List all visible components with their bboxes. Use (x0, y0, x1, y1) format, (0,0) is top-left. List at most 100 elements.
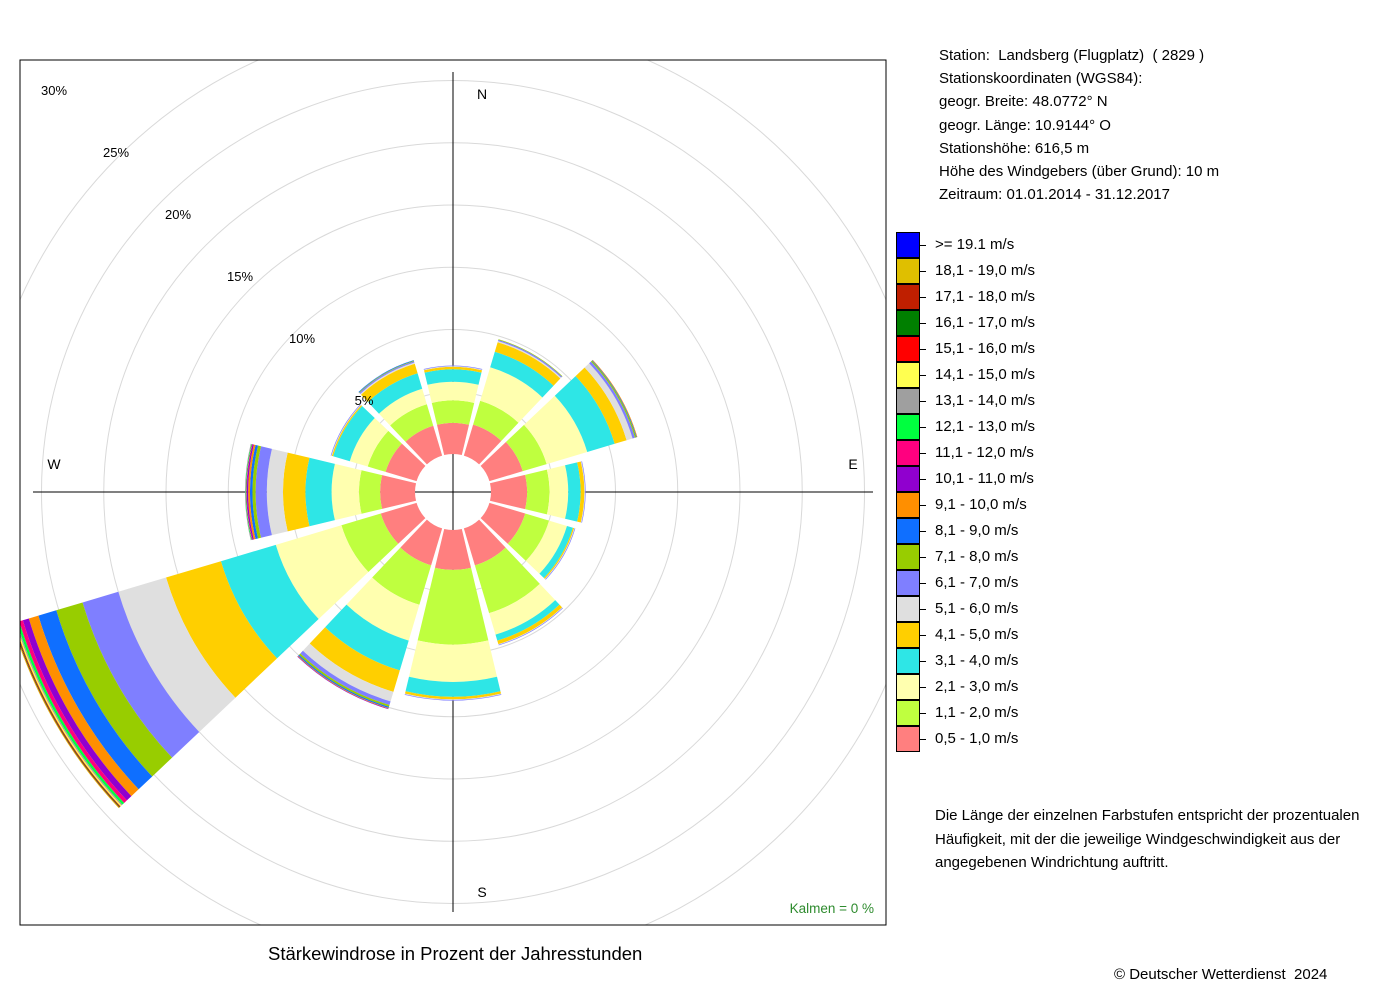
plot-frame (19, 59, 887, 926)
legend-label: 2,1 - 3,0 m/s (935, 678, 1019, 695)
legend-swatch (896, 414, 920, 440)
legend-label: 0,5 - 1,0 m/s (935, 730, 1019, 747)
legend-swatch (896, 362, 920, 388)
wind-segment-ene (505, 424, 547, 472)
wind-segment-wsw (220, 544, 319, 659)
calm-label: Kalmen = 0 % (790, 901, 874, 916)
wind-segment-ssw (302, 643, 394, 702)
legend-swatch (896, 492, 920, 518)
legend-label: 12,1 - 13,0 m/s (935, 418, 1036, 435)
wind-segment-w (358, 470, 383, 514)
wind-segment-ssw (372, 547, 432, 605)
wind-segment-w (246, 444, 254, 540)
legend-swatch (896, 622, 920, 648)
legend-label: 15,1 - 16,0 m/s (935, 340, 1036, 357)
legend-tick (920, 375, 926, 376)
radial-tick-label: 30% (41, 83, 67, 98)
wind-segment-ene (589, 361, 635, 439)
legend-tick (920, 505, 926, 506)
legend-swatch (896, 336, 920, 362)
wind-segment-wsw (38, 610, 153, 790)
wind-segment-wnw (367, 430, 402, 472)
wind-segment-wnw (349, 417, 389, 467)
wind-segment-w (245, 443, 252, 541)
legend-label: 3,1 - 4,0 m/s (935, 652, 1019, 669)
legend-label: 9,1 - 10,0 m/s (935, 496, 1027, 513)
legend-swatch (896, 570, 920, 596)
wind-segment-n (436, 422, 470, 456)
wind-segment-ssw (300, 650, 391, 705)
wind-segment-ssw (325, 604, 409, 671)
legend-label: 11,1 - 12,0 m/s (935, 444, 1034, 461)
wind-segment-wnw (333, 406, 375, 462)
wind-segment-s (408, 640, 498, 682)
wind-segment-w (380, 475, 417, 509)
wind-segment-ene (575, 367, 627, 444)
legend-explanation: Die Länge der einzelnen Farbstufen entsp… (935, 804, 1395, 875)
wind-segment-e (577, 461, 585, 523)
legend-label: 13,1 - 14,0 m/s (935, 392, 1036, 409)
wind-segment-ene (554, 376, 615, 452)
compass-label-s: S (477, 884, 486, 900)
wind-segment-w (283, 452, 310, 532)
legend-swatch (896, 518, 920, 544)
compass-label-w: W (47, 456, 61, 472)
wind-segment-w (252, 445, 262, 539)
wind-segment-nne (494, 342, 561, 386)
compass-label-e: E (848, 456, 857, 472)
station-name: Station: Landsberg (Flugplatz) ( 2829 ) (939, 47, 1205, 64)
wind-segment-ese (480, 502, 526, 544)
time-period: Zeitraum: 01.01.2014 - 31.12.2017 (939, 186, 1170, 204)
wind-segment-ene (584, 363, 633, 441)
legend-tick (920, 557, 926, 558)
wind-segment-ssw (400, 519, 443, 566)
legend-tick (920, 635, 926, 636)
wind-segment-n (423, 365, 483, 370)
legend-label: 7,1 - 8,0 m/s (935, 548, 1019, 565)
wind-segment-w (246, 444, 253, 540)
wind-segment-wsw (275, 525, 369, 620)
wind-segment-nne (490, 351, 554, 398)
legend-tick (920, 401, 926, 402)
wind-segment-e (580, 461, 585, 523)
legend-swatch (896, 700, 920, 726)
wind-segment-n (427, 381, 479, 403)
legend-tick (920, 245, 926, 246)
legend-label: 8,1 - 9,0 m/s (935, 522, 1019, 539)
legend-swatch (896, 258, 920, 284)
legend-label: 10,1 - 11,0 m/s (935, 470, 1034, 487)
legend-swatch (896, 596, 920, 622)
legend-tick (920, 349, 926, 350)
wind-segment-s (404, 691, 502, 700)
wind-segment-w (250, 444, 258, 540)
wind-segment-n (424, 369, 482, 385)
station-latitude: geogr. Breite: 48.0772° N (939, 93, 1108, 111)
wind-segment-wsw (380, 502, 426, 544)
wind-segment-nnw (405, 425, 443, 465)
wind-segment-e (525, 469, 550, 515)
chart-title: Stärkewindrose in Prozent der Jahresstun… (268, 943, 643, 964)
wind-segment-s (434, 528, 472, 570)
wind-segment-w (266, 448, 288, 536)
legend-tick (920, 609, 926, 610)
wind-segment-w (305, 457, 335, 527)
wind-segment-n (423, 366, 483, 373)
legend-tick (920, 479, 926, 480)
legend-label: 16,1 - 17,0 m/s (935, 314, 1036, 331)
legend-swatch (896, 648, 920, 674)
compass-label-n: N (477, 86, 487, 102)
radial-tick-label: 20% (165, 207, 191, 222)
radial-tick-label: 15% (227, 269, 253, 284)
wind-segment-nnw (367, 373, 423, 414)
legend-tick (920, 661, 926, 662)
wind-segment-sse (497, 604, 563, 645)
legend-label: 6,1 - 7,0 m/s (935, 574, 1019, 591)
wind-segment-ene (480, 441, 523, 482)
wind-segment-e (489, 474, 528, 510)
note-line: Die Länge der einzelnen Farbstufen entsp… (935, 807, 1360, 824)
wind-segment-e (581, 461, 586, 523)
legend-tick (920, 739, 926, 740)
legend-label: 4,1 - 5,0 m/s (935, 626, 1019, 643)
wind-segment-s (404, 693, 502, 700)
radial-tick-label: 5% (355, 393, 374, 408)
